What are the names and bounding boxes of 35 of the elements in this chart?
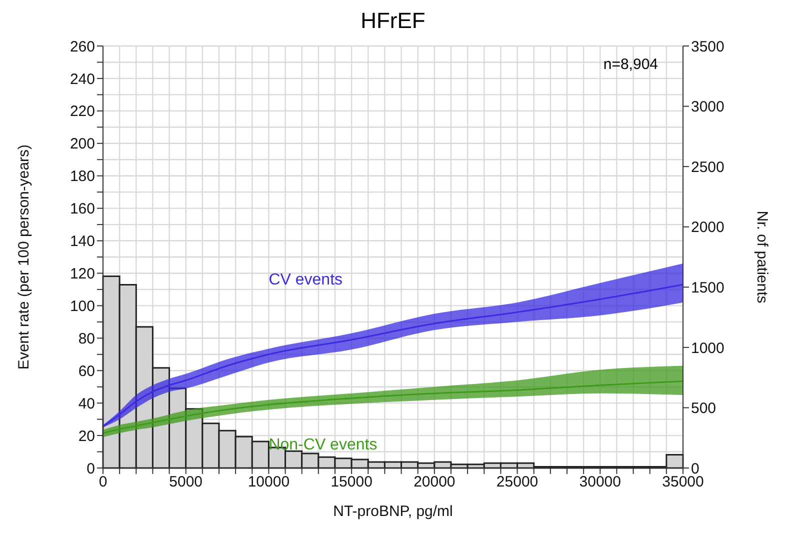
text: CV events: [268, 271, 343, 288]
x-tick-label: 30000: [579, 474, 621, 491]
y-tick-label: 240: [70, 70, 95, 88]
y-tick-label: 140: [70, 233, 95, 250]
y-tick-label: 0: [86, 460, 95, 478]
y-tick-label: 60: [78, 362, 95, 380]
y-tick-label: 180: [70, 168, 95, 186]
y-tick-label: 100: [70, 298, 95, 316]
chart-title: HFrEF: [360, 8, 426, 35]
y-tick-label: 200: [70, 136, 95, 153]
y-tick-label: 20: [78, 428, 95, 445]
y2-axis-title: Nr. of patients: [754, 210, 771, 304]
x-tick-label: 20000: [414, 474, 456, 491]
x-tick-label: 0: [98, 474, 108, 491]
y2-tick-label: 1500: [691, 279, 724, 296]
y-tick-label: 220: [70, 103, 95, 120]
y2-tick-label: 500: [691, 400, 716, 418]
x-axis-title: NT-proBNP, pg/ml: [333, 503, 453, 520]
y-tick-label: 160: [70, 200, 95, 218]
y-tick-label: 260: [70, 38, 95, 56]
y-axis-title: Event rate (per 100 person-years): [15, 144, 32, 370]
x-tick-label: 25000: [496, 474, 538, 491]
x-tick-label: 5000: [169, 474, 203, 491]
y-tick-label: 120: [70, 266, 95, 283]
y2-tick-label: 3500: [691, 38, 724, 56]
y2-tick-label: 3000: [691, 98, 724, 116]
y-tick-label: 80: [78, 330, 95, 348]
series-label: Non-CV events: [268, 436, 378, 454]
y-tick-label: 40: [78, 395, 95, 412]
y2-tick-label: 2500: [691, 158, 724, 176]
y2-tick-label: 2000: [691, 219, 724, 236]
x-tick-label: 10000: [248, 474, 290, 491]
x-tick-label: 15000: [330, 474, 372, 491]
annotation: n=8,904: [603, 56, 658, 73]
y2-tick-label: 1000: [691, 340, 724, 357]
